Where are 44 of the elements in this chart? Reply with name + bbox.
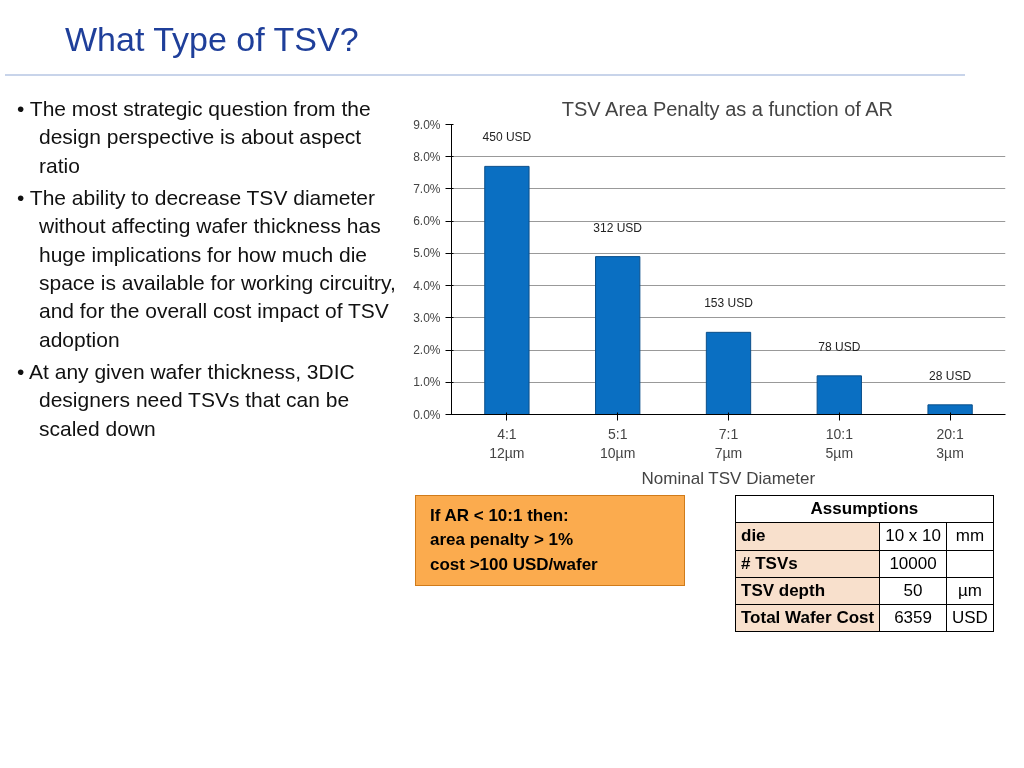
text: • The most strategic question from the design perspective is about aspect ratio — [17, 96, 372, 179]
y-tick-label: 4.0% — [413, 278, 441, 293]
x-axis-title: Nominal TSV Diameter — [641, 468, 816, 488]
annotation: 78 USD — [818, 339, 861, 354]
text: 10 x 10 — [879, 522, 947, 551]
text: USD — [946, 604, 994, 632]
bar — [705, 331, 752, 415]
annotation: 153 USD — [704, 296, 754, 311]
y-tick-label: 6.0% — [413, 214, 441, 229]
y-tick-label: 7.0% — [413, 181, 441, 196]
annotation: 312 USD — [593, 220, 643, 235]
annotation: 28 USD — [929, 368, 972, 383]
x-tick-label: 7:1 7µm — [714, 425, 743, 461]
text: Total Wafer Cost — [735, 604, 880, 632]
text: What Type of TSV? — [5, 5, 965, 76]
y-tick-label: 9.0% — [413, 117, 441, 132]
bar — [595, 256, 641, 415]
bar — [927, 404, 973, 415]
text: µm — [946, 577, 994, 605]
x-tick-label: 5:1 10µm — [600, 425, 636, 461]
text: # TSVs — [735, 550, 880, 578]
text: • The ability to decrease TSV diameter without affecting wafer thickness has huge implications for how much die space is available for working circuitry, and for the overall cost impact of TSV adoption — [17, 185, 397, 353]
y-tick-label: 2.0% — [413, 343, 441, 358]
text: • At any given wafer thickness, 3DIC designers need TSVs that can be scaled down — [17, 359, 356, 442]
y-tick-label: 8.0% — [413, 149, 441, 164]
x-tick-label: 10:1 5µm — [825, 425, 854, 461]
y-tick-label: 3.0% — [413, 310, 441, 325]
annotation: 450 USD — [482, 130, 532, 145]
text: mm — [946, 522, 994, 551]
x-tick-label: 20:1 3µm — [936, 425, 964, 461]
text: TSV depth — [735, 577, 880, 605]
text: die — [735, 522, 880, 551]
text: Assumptions — [735, 495, 994, 523]
bar — [484, 165, 530, 415]
bar — [816, 375, 862, 415]
text: If AR < 10:1 then: area penalty > 1% cost >100 USD/wafer — [415, 495, 685, 586]
y-tick-label: 1.0% — [413, 375, 441, 390]
x-tick-label: 4:1 12µm — [489, 425, 525, 461]
y-tick-label: 5.0% — [413, 246, 441, 261]
chart-title: TSV Area Penalty as a function of AR — [561, 97, 894, 120]
text: 50 — [879, 577, 947, 605]
y-tick-label: 0.0% — [413, 407, 441, 422]
text: 10000 — [879, 550, 947, 578]
text: 6359 — [879, 604, 947, 632]
